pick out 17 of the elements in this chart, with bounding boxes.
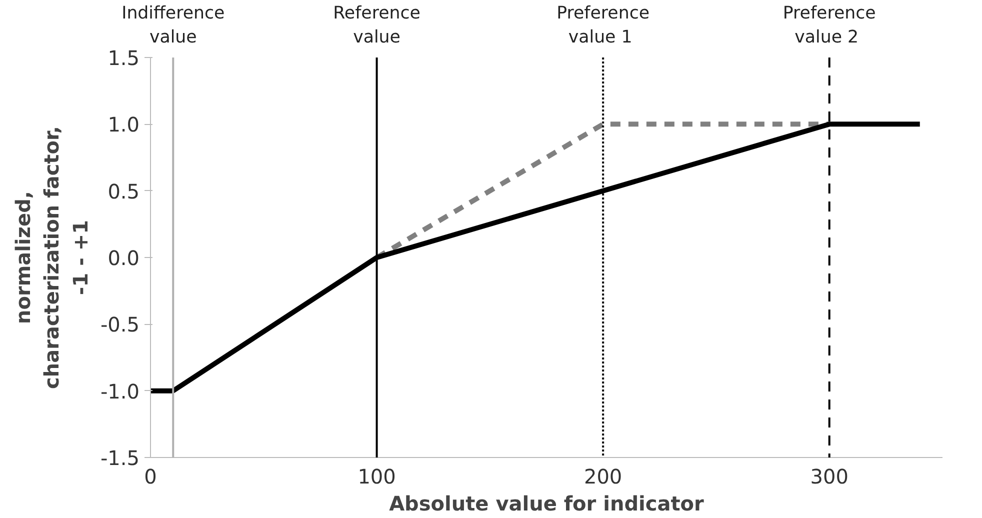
- y-tick-label: -1.0: [100, 379, 140, 404]
- y-tick-label: -0.5: [100, 312, 140, 337]
- y-tick-label: 0.5: [108, 179, 140, 204]
- y-tick-label: 0.0: [108, 246, 140, 270]
- x-axis-title: Absolute value for indicator: [389, 492, 704, 516]
- y-axis-title: normalized, characterization factor, -1 - +1: [10, 126, 92, 390]
- ref-line-label: Preference value 2: [782, 4, 876, 48]
- x-tick-label: 200: [584, 464, 622, 488]
- ref-line-label: Preference value 1: [556, 4, 650, 48]
- x-tick-label: 300: [810, 464, 848, 488]
- y-tick-label: -1.5: [100, 446, 140, 470]
- ref-line-label: Indifference value: [122, 4, 225, 48]
- y-tick-label: 1.5: [108, 46, 140, 70]
- ref-line-label: Reference value: [333, 4, 420, 48]
- y-tick-label: 1.0: [108, 112, 140, 137]
- x-tick-label: 0: [144, 464, 157, 488]
- x-tick-label: 100: [358, 464, 396, 488]
